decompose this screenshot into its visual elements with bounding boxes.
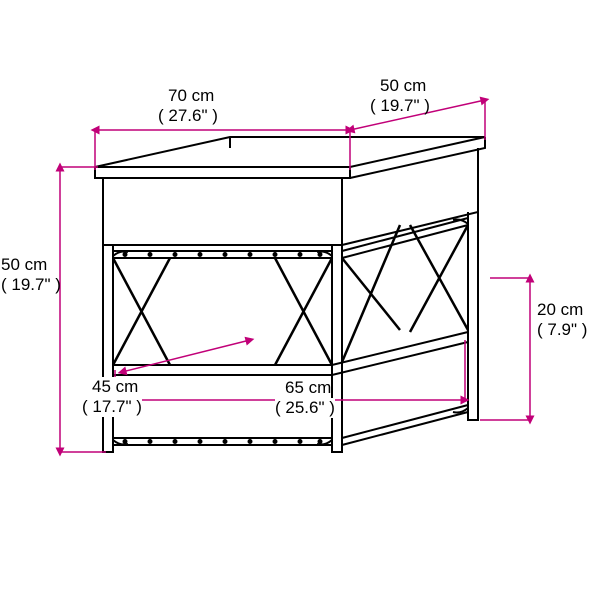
dim-shelf-width-in: ( 25.6" ) bbox=[275, 398, 335, 418]
dim-depth-top-in: ( 19.7" ) bbox=[370, 96, 430, 116]
dim-shelf-depth-in: ( 17.7" ) bbox=[82, 397, 142, 417]
dim-width-top-in: ( 27.6" ) bbox=[158, 106, 218, 126]
diagram-container: 70 cm ( 27.6" ) 50 cm ( 19.7" ) 50 cm ( … bbox=[0, 0, 600, 600]
dim-height-right-cm: 20 cm bbox=[537, 300, 583, 320]
dim-shelf-depth-cm: 45 cm bbox=[92, 377, 138, 397]
dim-shelf-width-cm: 65 cm bbox=[285, 378, 331, 398]
technical-drawing bbox=[0, 0, 600, 600]
dim-width-top-cm: 70 cm bbox=[168, 86, 214, 106]
dim-height-left-cm: 50 cm bbox=[1, 255, 47, 275]
dim-height-left-in: ( 19.7" ) bbox=[1, 275, 61, 295]
dim-height-right-in: ( 7.9" ) bbox=[537, 320, 587, 340]
dim-depth-top-cm: 50 cm bbox=[380, 76, 426, 96]
